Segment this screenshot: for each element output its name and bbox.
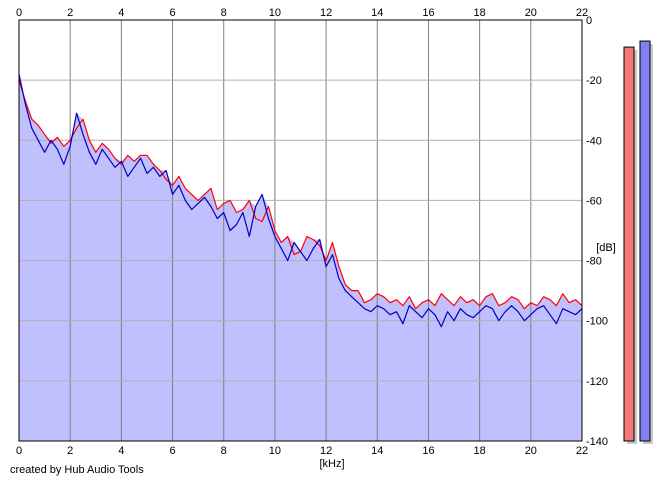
- x-tick-bottom-4: 8: [221, 445, 227, 457]
- x-tick-bottom-11: 22: [576, 445, 588, 457]
- x-tick-top-10: 20: [525, 7, 537, 19]
- y-tick-4: -80: [586, 256, 602, 268]
- y-tick-labels: 0 -20 -40 -60 -80 -100 -120 -140: [586, 15, 608, 448]
- meter-bar-blue: [639, 40, 651, 442]
- grid-layer: [18, 19, 583, 442]
- x-tick-bottom-9: 18: [474, 445, 486, 457]
- x-tick-bottom-6: 12: [320, 445, 332, 457]
- x-tick-top-6: 12: [320, 7, 332, 19]
- x-tick-top-5: 10: [269, 7, 281, 19]
- y-axis-label: [dB]: [596, 242, 616, 254]
- spectrum-fill-layer: [19, 74, 582, 441]
- y-tick-1: -20: [586, 75, 602, 87]
- x-tick-bottom-0: 0: [16, 445, 22, 457]
- credit-text: created by Hub Audio Tools: [10, 464, 144, 476]
- y-tick-3: -60: [586, 195, 602, 207]
- x-tick-bottom-2: 4: [118, 445, 124, 457]
- x-tick-top-0: 0: [16, 7, 22, 19]
- x-tick-top-9: 18: [474, 7, 486, 19]
- x-axis-label: [kHz]: [319, 458, 344, 470]
- series-layer: [18, 73, 583, 328]
- x-tick-top-3: 6: [169, 7, 175, 19]
- x-tick-bottom-1: 2: [67, 445, 73, 457]
- y-tick-5: -100: [586, 316, 608, 328]
- x-tick-top-2: 4: [118, 7, 124, 19]
- x-tick-bottom-5: 10: [269, 445, 281, 457]
- y-tick-2: -40: [586, 135, 602, 147]
- level-meters: [623, 40, 653, 445]
- x-tick-bottom-8: 16: [422, 445, 434, 457]
- x-tick-top-7: 14: [371, 7, 383, 19]
- y-tick-6: -120: [586, 376, 608, 388]
- x-tick-top-1: 2: [67, 7, 73, 19]
- x-tick-top-11: 22: [576, 7, 588, 19]
- y-tick-7: -140: [586, 436, 608, 448]
- spectrum-area-fill: [19, 74, 582, 441]
- x-tick-top-8: 16: [422, 7, 434, 19]
- x-tick-bottom-3: 6: [169, 445, 175, 457]
- x-tick-bottom-7: 14: [371, 445, 383, 457]
- meter-bar-red: [623, 46, 635, 442]
- series-line-blue: [18, 73, 583, 328]
- y-tick-0: 0: [586, 15, 592, 27]
- x-tick-bottom-10: 20: [525, 445, 537, 457]
- plot-frame: [18, 19, 583, 442]
- x-tick-top-4: 8: [221, 7, 227, 19]
